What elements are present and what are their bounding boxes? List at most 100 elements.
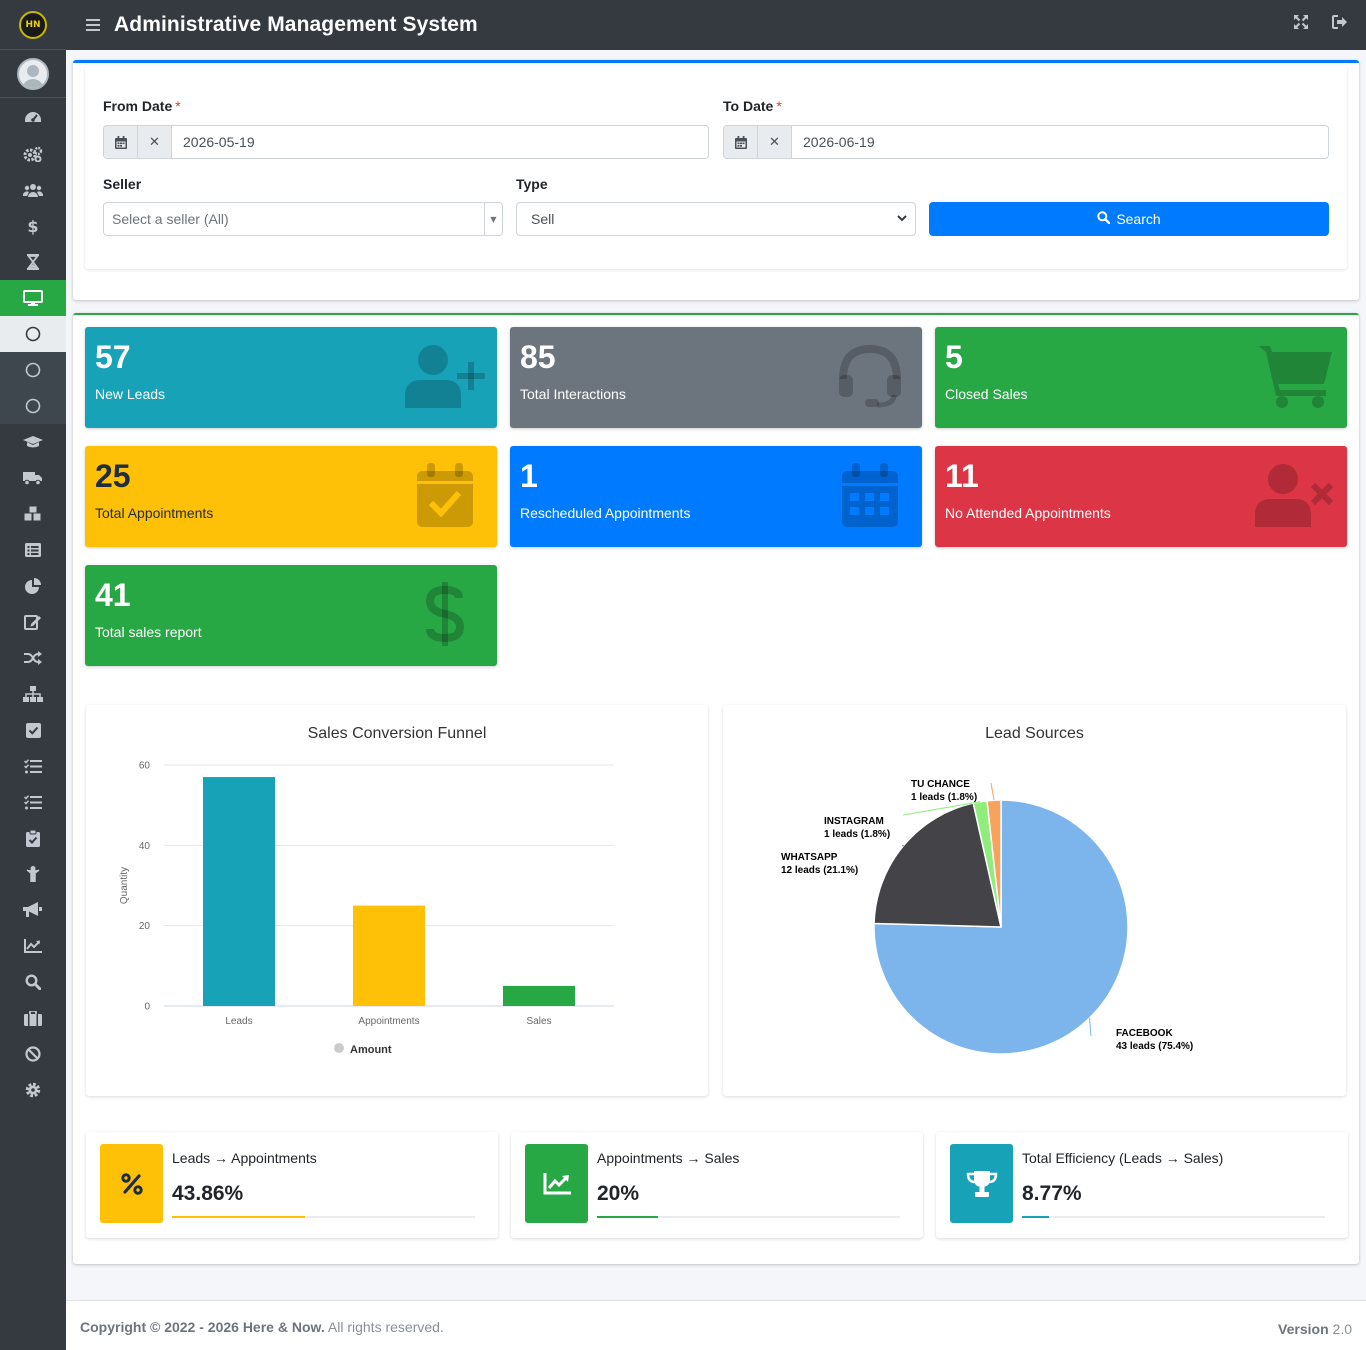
- box-new-leads[interactable]: 57 New Leads: [85, 327, 497, 428]
- nav-briefcase-icon[interactable]: [0, 1000, 66, 1036]
- legend-label: Amount: [350, 1044, 392, 1056]
- filter-form: From Date * ✕ 2026-05-19 To Date * ✕ 2026-…: [85, 66, 1347, 269]
- version: Version 2.0: [1278, 1321, 1352, 1337]
- pie-label-name: INSTAGRAM: [824, 816, 884, 827]
- nav-child-icon[interactable]: [0, 856, 66, 892]
- box-total-interactions[interactable]: 85 Total Interactions: [510, 327, 922, 428]
- headset-icon: [830, 343, 910, 409]
- nav-sitemap-icon[interactable]: [0, 676, 66, 712]
- bar: [203, 777, 275, 1006]
- nav-circle-icon[interactable]: [0, 352, 66, 388]
- box-label: No Attended Appointments: [945, 505, 1111, 521]
- box-total-sales-report[interactable]: 41 Total sales report: [85, 565, 497, 666]
- nav-desktop-icon[interactable]: [0, 280, 66, 316]
- type-select[interactable]: Sell: [516, 202, 916, 236]
- nav-circle-icon[interactable]: [0, 316, 66, 352]
- search-button[interactable]: Search: [929, 202, 1329, 236]
- calendar-icon[interactable]: [724, 126, 758, 158]
- y-tick-label: 40: [139, 841, 151, 852]
- nav-users-icon[interactable]: [0, 172, 66, 208]
- seller-select[interactable]: Select a seller (All) ▼: [103, 202, 503, 236]
- box-closed-sales[interactable]: 5 Closed Sales: [935, 327, 1347, 428]
- nav-pie-chart-icon[interactable]: [0, 568, 66, 604]
- nav-random-icon[interactable]: [0, 640, 66, 676]
- pie-slice: [986, 799, 1002, 928]
- stat-value: 20%: [597, 1182, 640, 1205]
- chevron-down-icon: [897, 214, 907, 225]
- nav-tasks-icon[interactable]: [0, 748, 66, 784]
- nav-chart-line-icon[interactable]: [0, 928, 66, 964]
- seller-label: Seller: [103, 176, 142, 192]
- nav-graduation-cap-icon[interactable]: [0, 424, 66, 460]
- from-date-label: From Date *: [103, 98, 181, 114]
- nav-ban-icon[interactable]: [0, 1036, 66, 1072]
- y-tick-label: 20: [139, 921, 151, 932]
- footer: Copyright © 2022 - 2026 Here & Now. All …: [66, 1300, 1366, 1350]
- bar: [503, 985, 575, 1006]
- bar: [353, 905, 425, 1006]
- calendar-icon: [830, 462, 910, 528]
- calendar-check-icon: [405, 462, 485, 528]
- nav-bullhorn-icon[interactable]: [0, 892, 66, 928]
- box-rescheduled-appointments[interactable]: 1 Rescheduled Appointments: [510, 446, 922, 547]
- type-label: Type: [516, 176, 548, 192]
- stat-progress-track: [1022, 1216, 1325, 1218]
- nav-cogs-icon[interactable]: [0, 136, 66, 172]
- box-no-attended-appointments[interactable]: 11 No Attended Appointments: [935, 446, 1347, 547]
- clear-icon[interactable]: ✕: [758, 126, 792, 158]
- user-panel[interactable]: [0, 50, 66, 98]
- nav-list-icon[interactable]: [0, 532, 66, 568]
- calendar-icon[interactable]: [104, 126, 138, 158]
- to-date-label: To Date *: [723, 98, 782, 114]
- pie-label-name: WHATSAPP: [781, 852, 838, 863]
- box-label: Total Appointments: [95, 505, 214, 521]
- lead-sources-card: Lead Sources FACEBOOK 43 leads (75.4%) WHA…: [723, 705, 1346, 1096]
- nav-dashboard-icon[interactable]: [0, 100, 66, 136]
- copyright: Copyright © 2022 - 2026 Here & Now. All …: [80, 1319, 444, 1335]
- pie-connector: [990, 782, 995, 801]
- box-total-appointments[interactable]: 25 Total Appointments: [85, 446, 497, 547]
- pie-label-value: 1 leads (1.8%): [911, 792, 977, 803]
- pie-label-name: FACEBOOK: [1116, 1028, 1173, 1039]
- pie-slice: [873, 799, 1129, 1055]
- version-number: 2.0: [1332, 1321, 1352, 1337]
- funnel-bar-chart: 0 20 40 60 Quantity Leads Appointments Sales Amo…: [119, 761, 614, 1056]
- top-navbar: Administrative Management System: [66, 0, 1366, 50]
- box-value: 41: [95, 577, 131, 613]
- nav-check-square-icon[interactable]: [0, 712, 66, 748]
- nav-edit-icon[interactable]: [0, 604, 66, 640]
- nav-tasks-icon[interactable]: [0, 784, 66, 820]
- box-value: 25: [95, 458, 131, 494]
- nav-clipboard-check-icon[interactable]: [0, 820, 66, 856]
- rights-text: All rights reserved.: [327, 1319, 444, 1335]
- box-value: 85: [520, 339, 556, 375]
- nav-search-icon[interactable]: [0, 964, 66, 1000]
- pie-connector: [1089, 1017, 1092, 1037]
- to-date-input[interactable]: 2026-06-19: [803, 134, 875, 150]
- y-tick-label: 0: [144, 1002, 150, 1013]
- nav-cubes-icon[interactable]: [0, 496, 66, 532]
- clear-icon[interactable]: ✕: [138, 126, 172, 158]
- stat-label: Appointments → Sales: [597, 1150, 740, 1166]
- stat-leads-to-appointments: Leads → Appointments 43.86%: [86, 1132, 498, 1238]
- nav-cog-icon[interactable]: [0, 1072, 66, 1108]
- y-tick-label: 60: [139, 761, 151, 772]
- fullscreen-icon[interactable]: [1294, 15, 1308, 33]
- nav-hourglass-icon[interactable]: [0, 244, 66, 280]
- hamburger-menu-icon[interactable]: [86, 15, 100, 36]
- y-axis-label: Quantity: [119, 867, 130, 904]
- stat-appointments-to-sales: Appointments → Sales 20%: [511, 1132, 923, 1238]
- box-label: New Leads: [95, 386, 166, 402]
- stat-progress-bar: [172, 1216, 305, 1218]
- avatar[interactable]: [17, 57, 49, 90]
- brand[interactable]: HN: [0, 0, 66, 50]
- nav-truck-icon[interactable]: [0, 460, 66, 496]
- nav-circle-icon[interactable]: [0, 388, 66, 424]
- stat-progress-track: [597, 1216, 900, 1218]
- dollar-icon: [405, 581, 485, 647]
- logout-icon[interactable]: [1332, 15, 1348, 33]
- funnel-chart-card: Sales Conversion Funnel 0 20 40 60 Quantity L…: [86, 705, 708, 1096]
- from-date-input[interactable]: 2026-05-19: [183, 134, 255, 150]
- nav-dollar-icon[interactable]: $: [27, 216, 39, 236]
- legend-marker: [334, 1043, 344, 1053]
